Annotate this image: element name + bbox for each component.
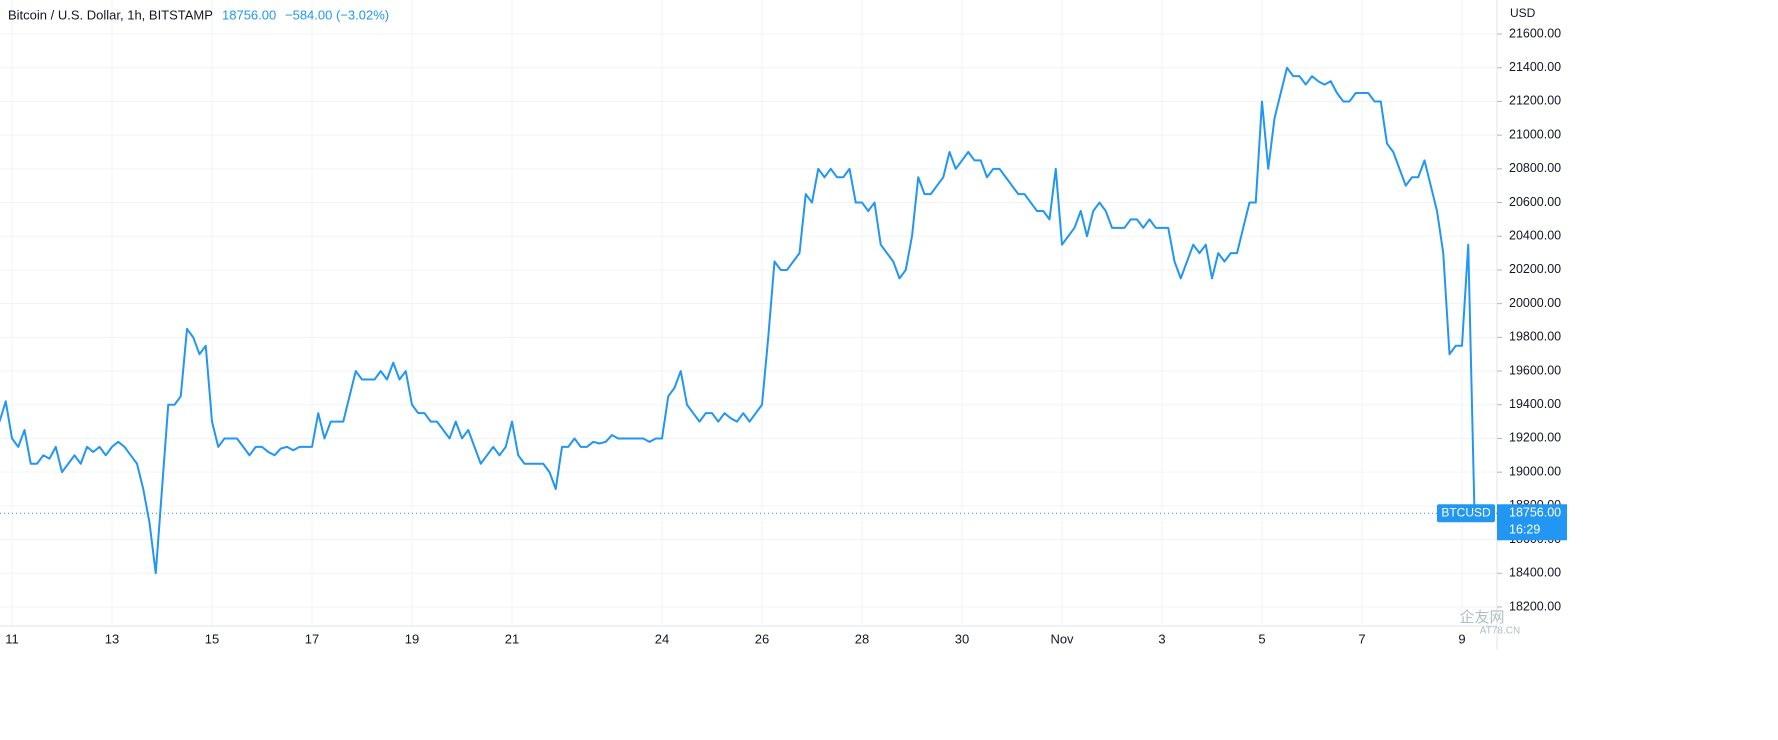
y-tick-label: 21400.00 [1509,60,1561,74]
x-tick-label: 28 [855,631,869,646]
price: 18756.00 [222,7,276,22]
x-tick-label: 30 [955,631,969,646]
x-tick-label: 17 [305,631,319,646]
y-tick-label: 20200.00 [1509,262,1561,276]
price-tag [1497,504,1567,541]
change: −584.00 (−3.02%) [285,7,389,22]
price-tag-text: 18756.00 [1509,506,1561,520]
price-line [0,66,1476,575]
y-tick-label: 19600.00 [1509,363,1561,377]
x-tick-label: 26 [755,631,769,646]
x-tick-label: 5 [1258,631,1265,646]
x-tick-label: 3 [1158,631,1165,646]
x-tick-label: 21 [505,631,519,646]
x-tick-label: 11 [5,631,19,646]
y-tick-label: 19400.00 [1509,397,1561,411]
y-tick-label: 18200.00 [1509,599,1561,613]
x-tick-label: Nov [1050,631,1074,646]
y-tick-label: 21600.00 [1509,26,1561,40]
symbol: Bitcoin / U.S. Dollar, 1h, BITSTAMP [8,7,213,22]
symbol-tag [1437,504,1495,523]
x-tick-label: 24 [655,631,669,646]
x-tick-label: 7 [1358,631,1365,646]
y-tick-label: 21000.00 [1509,127,1561,141]
x-tick-label: 19 [405,631,419,646]
x-tick-label: 13 [105,631,119,646]
y-tick-label: 19800.00 [1509,330,1561,344]
x-tick-label: 15 [205,631,219,646]
y-tick-label: 19200.00 [1509,431,1561,445]
x-tick-label: 9 [1458,631,1465,646]
symbol-tag-text: BTCUSD [1441,505,1491,519]
watermark-site: AT78.CN [1480,626,1520,637]
axis-unit: USD [1510,6,1536,20]
price-tag-time: 16:29 [1509,523,1540,537]
y-tick-label: 20000.00 [1509,296,1561,310]
y-tick-label: 20800.00 [1509,161,1561,175]
y-tick-label: 20600.00 [1509,195,1561,209]
y-tick-label: 20400.00 [1509,229,1561,243]
watermark-name: 企友网 [1459,608,1504,626]
y-tick-label: 18400.00 [1509,566,1561,580]
y-tick-label: 19000.00 [1509,464,1561,478]
y-tick-label: 21200.00 [1509,94,1561,108]
